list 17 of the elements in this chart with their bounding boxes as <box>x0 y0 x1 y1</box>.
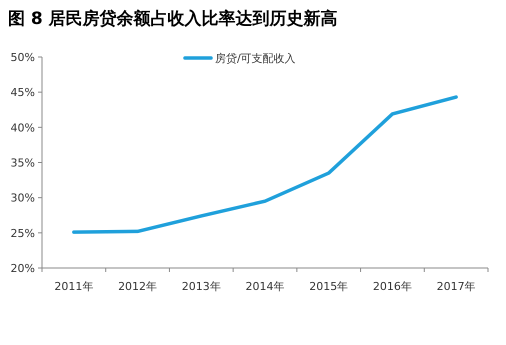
y-tick-label: 50% <box>10 51 35 64</box>
y-tick-label: 35% <box>10 156 35 170</box>
x-tick-label: 2014年 <box>246 280 284 293</box>
x-tick-label: 2012年 <box>118 280 158 293</box>
x-tick-label: 2015年 <box>309 280 348 293</box>
x-tick-label: 2016年 <box>372 280 412 293</box>
y-tick-label: 40% <box>10 121 35 134</box>
x-tick-label: 2011年 <box>54 280 94 293</box>
x-tick-label: 2017年 <box>436 280 476 293</box>
y-tick-label: 45% <box>10 86 35 100</box>
x-tick-label: 2013年 <box>182 280 221 293</box>
legend-label: 房贷/可支配收入 <box>215 52 296 65</box>
y-tick-label: 30% <box>10 192 35 205</box>
chart-title: 图 8 居民房贷余额占收入比率达到历史新高 <box>8 9 338 29</box>
legend: 房贷/可支配收入 <box>183 52 296 65</box>
y-tick-label: 25% <box>10 226 35 240</box>
y-tick-label: 20% <box>10 262 35 275</box>
